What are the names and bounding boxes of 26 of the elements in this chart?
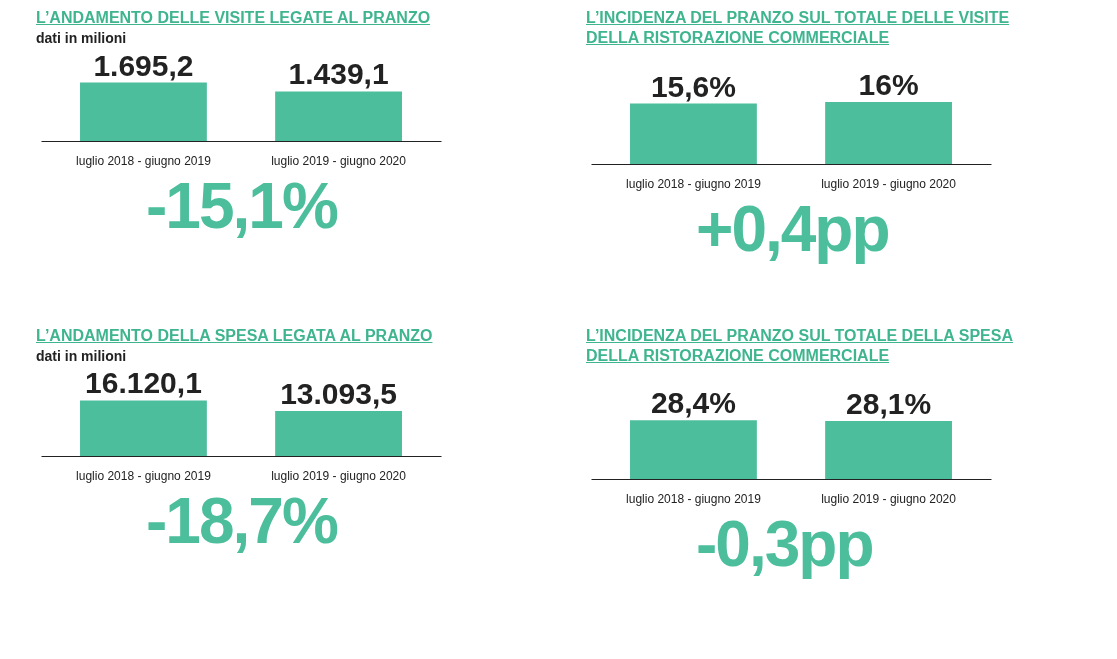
- x-tick-label: luglio 2019 - giugno 2020: [821, 176, 957, 191]
- x-tick-label: luglio 2018 - giugno 2019: [626, 176, 762, 191]
- x-tick-label: luglio 2019 - giugno 2020: [271, 468, 407, 483]
- chart-title: L’INCIDENZA DEL PRANZO SUL TOTALE DELLE VISITE DELLA RISTORAZIONE COMMERCIALE: [586, 8, 1011, 48]
- x-tick-label: luglio 2019 - giugno 2020: [271, 153, 407, 168]
- chart-subtitle: dati in milioni: [36, 30, 128, 46]
- text: -15,1%: [146, 170, 339, 242]
- text: -18,7%: [146, 485, 339, 557]
- chart-title: L’ANDAMENTO DELLA SPESA LEGATA AL PRANZO: [36, 326, 434, 346]
- data-label: 13.093,5: [280, 376, 397, 410]
- data-label: 28,1%: [846, 386, 932, 420]
- data-label: 28,4%: [650, 386, 736, 420]
- chart-title: L’ANDAMENTO DELLE VISITE LEGATE AL PRANZO: [36, 8, 432, 28]
- data-label: 1.695,2: [93, 48, 194, 82]
- data-label: 16.120,1: [85, 366, 202, 400]
- x-tick-label: luglio 2018 - giugno 2019: [76, 468, 212, 483]
- x-tick-label: luglio 2018 - giugno 2019: [76, 153, 212, 168]
- data-label: 15,6%: [650, 69, 736, 103]
- text: +0,4pp: [696, 193, 890, 265]
- x-tick-label: luglio 2019 - giugno 2020: [821, 491, 957, 506]
- text: -0,3pp: [696, 508, 874, 580]
- x-tick-label: luglio 2018 - giugno 2019: [626, 491, 762, 506]
- chart-subtitle: dati in milioni: [36, 348, 128, 364]
- data-label: 1.439,1: [288, 57, 389, 91]
- data-label: 16%: [858, 68, 919, 101]
- chart-title: L’INCIDENZA DEL PRANZO SUL TOTALE DELLA SPESA DELLA RISTORAZIONE COMMERCIALE: [586, 326, 1014, 366]
